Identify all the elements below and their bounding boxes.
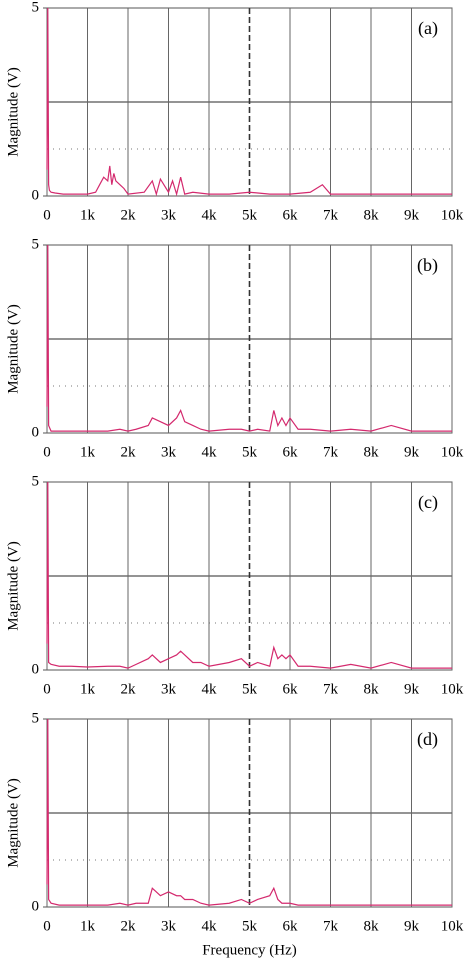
x-tick-label: 4k [202,207,218,223]
x-tick-label: 8k [364,444,380,460]
spectrum-line [46,718,452,906]
x-tick-label: 6k [283,207,299,223]
y-tick-label: 5 [32,710,40,726]
x-tick-label: 3k [161,207,177,223]
x-tick-label: 9k [404,444,420,460]
y-axis-label: Magnitude (V) [5,304,21,394]
x-tick-label: 2k [121,444,137,460]
x-tick-label: 5k [242,918,258,934]
x-tick-label: 5k [242,207,258,223]
x-tick-label: 9k [404,207,420,223]
x-tick-label: 3k [161,681,177,697]
x-tick-label: 4k [202,681,218,697]
x-tick-label: 4k [202,444,218,460]
x-tick-label: 10k [441,444,464,460]
x-tick-label: 10k [441,681,464,697]
x-tick-label: 2k [121,918,137,934]
y-tick-label: 5 [32,0,40,15]
x-tick-label: 3k [161,918,177,934]
x-tick-label: 5k [242,681,258,697]
panel-label: (d) [417,729,438,750]
x-tick-label: 10k [441,207,464,223]
x-tick-label: 6k [283,444,299,460]
x-tick-label: 5k [242,444,258,460]
x-tick-label: 1k [80,918,96,934]
x-tick-label: 7k [323,207,339,223]
x-tick-label: 7k [323,444,339,460]
y-axis-label: Magnitude (V) [5,778,21,868]
y-tick-label: 5 [32,473,40,489]
x-tick-label: 7k [323,918,339,934]
x-tick-label: 8k [364,918,380,934]
x-tick-label: 0 [43,918,51,934]
panel-label: (c) [418,492,438,513]
x-tick-label: 6k [283,918,299,934]
y-tick-label: 0 [32,187,40,203]
spectrum-line [46,481,452,669]
x-tick-label: 8k [364,681,380,697]
x-tick-label: 7k [323,681,339,697]
x-tick-label: 9k [404,681,420,697]
spectrum-line [46,7,452,197]
x-tick-label: 9k [404,918,420,934]
x-tick-label: 10k [441,918,464,934]
x-tick-label: 1k [80,207,96,223]
x-tick-label: 1k [80,444,96,460]
x-tick-label: 0 [43,444,51,460]
y-tick-label: 5 [32,236,40,252]
x-tick-label: 4k [202,918,218,934]
x-tick-label: 2k [121,681,137,697]
x-tick-label: 2k [121,207,137,223]
x-tick-label: 6k [283,681,299,697]
x-tick-label: 8k [364,207,380,223]
y-tick-label: 0 [32,424,40,440]
x-tick-label: 1k [80,681,96,697]
x-axis-label: Frequency (Hz) [202,942,297,958]
panel-label: (b) [417,255,438,276]
spectrum-line [46,244,452,432]
y-axis-label: Magnitude (V) [5,541,21,631]
y-tick-label: 0 [32,898,40,914]
y-axis-label: Magnitude (V) [5,67,21,157]
x-tick-label: 0 [43,681,51,697]
x-tick-label: 0 [43,207,51,223]
panel-label: (a) [418,18,438,39]
x-tick-label: 3k [161,444,177,460]
y-tick-label: 0 [32,661,40,677]
